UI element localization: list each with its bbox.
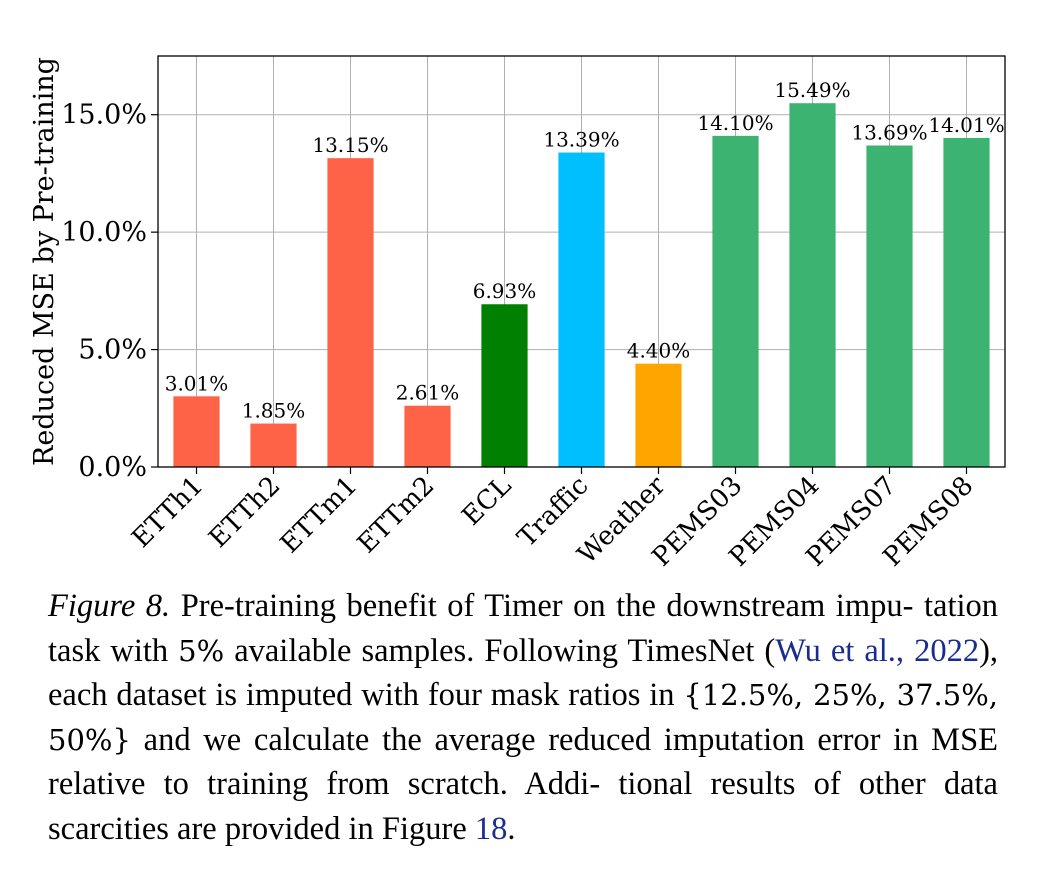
- bars: [173, 103, 990, 468]
- bar-value-label: 3.01%: [165, 371, 229, 395]
- bar-value-label: 15.49%: [774, 78, 850, 102]
- bar: [173, 396, 220, 467]
- bar-value-label: 14.01%: [928, 113, 1004, 137]
- x-tick-label: ETTm2: [352, 471, 441, 560]
- bar-value-label: 6.93%: [473, 279, 537, 303]
- bar-value-label: 1.85%: [242, 399, 306, 423]
- x-tick-label: ETTh1: [126, 471, 209, 554]
- y-tick-label: 5.0%: [78, 335, 147, 366]
- y-tick-label: 15.0%: [61, 100, 147, 131]
- caption-text-5: .: [507, 810, 516, 847]
- caption-text-4: and we calculate the average reduced imp…: [48, 721, 998, 847]
- figure-reference-link[interactable]: 18: [474, 810, 508, 847]
- bar-value-label: 13.15%: [312, 133, 388, 157]
- bar: [481, 304, 528, 467]
- bar: [943, 137, 990, 467]
- bar: [558, 152, 605, 467]
- bar: [712, 135, 759, 467]
- figure-caption: Figure 8. Pre-training benefit of Timer …: [48, 584, 998, 851]
- bar-value-label: 2.61%: [396, 381, 460, 405]
- caption-label: Figure 8.: [48, 588, 171, 624]
- caption-text-2: available samples. Following TimesNet (: [234, 632, 776, 669]
- bar-value-label: 14.10%: [697, 111, 773, 135]
- caption-text-3: ), each dataset is imputed with four mas…: [48, 632, 999, 714]
- y-tick-label: 10.0%: [61, 217, 147, 248]
- x-tick-label: ETTh2: [203, 471, 286, 554]
- caption-math-1: 5%: [178, 633, 225, 668]
- bar: [250, 423, 297, 467]
- value-labels: 3.01% 1.85% 13.15% 2.61% 6.93% 13.39% 4.40% 14.…: [165, 78, 1005, 422]
- y-tick-label: 0.0%: [78, 452, 147, 483]
- y-axis-label: Reduced MSE by Pre-training: [29, 57, 60, 466]
- bar: [327, 158, 374, 468]
- bar-chart: 3.01% 1.85% 13.15% 2.61% 6.93% 13.39% 4.40% 14.…: [29, 55, 1006, 573]
- bar-value-label: 4.40%: [627, 339, 691, 363]
- y-axis: 0.0% 5.0% 10.0% 15.0%: [61, 100, 158, 483]
- bar: [789, 103, 836, 467]
- x-tick-label: ETTm1: [275, 471, 364, 560]
- bar: [635, 363, 682, 467]
- bar: [866, 145, 913, 467]
- bar: [404, 405, 451, 467]
- x-tick-label: ECL: [457, 471, 518, 532]
- caption-math-2: {12.5%, 25%, 37.5%, 50%}: [48, 678, 998, 757]
- citation-year-link[interactable]: 2022: [914, 632, 980, 669]
- citation-link[interactable]: Wu et al.,: [775, 632, 905, 669]
- bar-value-label: 13.39%: [543, 128, 619, 152]
- caption-text-1: Pre-training benefit of Timer on the dow…: [48, 588, 998, 669]
- bar-value-label: 13.69%: [851, 120, 927, 144]
